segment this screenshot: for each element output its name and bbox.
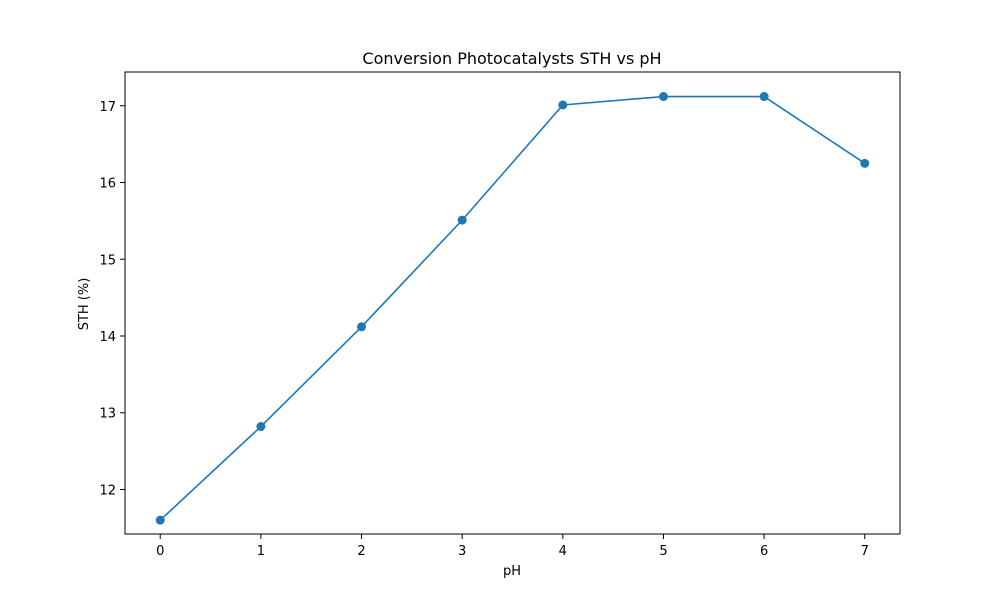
- y-axis-label: STH (%): [77, 278, 92, 331]
- x-tick-label-4: 4: [559, 544, 567, 559]
- y-tick-label-2: 14: [99, 330, 116, 345]
- x-tick-label-5: 5: [659, 544, 667, 559]
- data-point-0-0: [155, 515, 165, 525]
- x-tick-label-3: 3: [458, 544, 466, 559]
- chart-title: Conversion Photocatalysts STH vs pH: [362, 49, 661, 68]
- data-point-0-5: [658, 92, 668, 102]
- plot-frame: [124, 71, 901, 535]
- x-axis-label: pH: [503, 564, 521, 579]
- data-point-0-7: [860, 158, 870, 168]
- data-point-0-4: [558, 100, 568, 110]
- x-tick-label-7: 7: [861, 544, 869, 559]
- x-tick-label-6: 6: [760, 544, 768, 559]
- y-tick-label-4: 16: [99, 177, 116, 192]
- x-tick-label-2: 2: [357, 544, 365, 559]
- data-point-0-1: [256, 422, 266, 432]
- y-tick-label-5: 17: [99, 100, 116, 115]
- x-tick-label-1: 1: [257, 544, 265, 559]
- data-point-0-6: [759, 92, 769, 102]
- y-tick-label-3: 15: [99, 253, 116, 268]
- y-tick-label-1: 13: [99, 407, 116, 422]
- x-tick-label-0: 0: [156, 544, 164, 559]
- data-point-0-3: [457, 215, 467, 225]
- data-point-0-2: [357, 322, 367, 332]
- series-line-0: [159, 95, 866, 521]
- y-tick-label-0: 12: [99, 483, 116, 498]
